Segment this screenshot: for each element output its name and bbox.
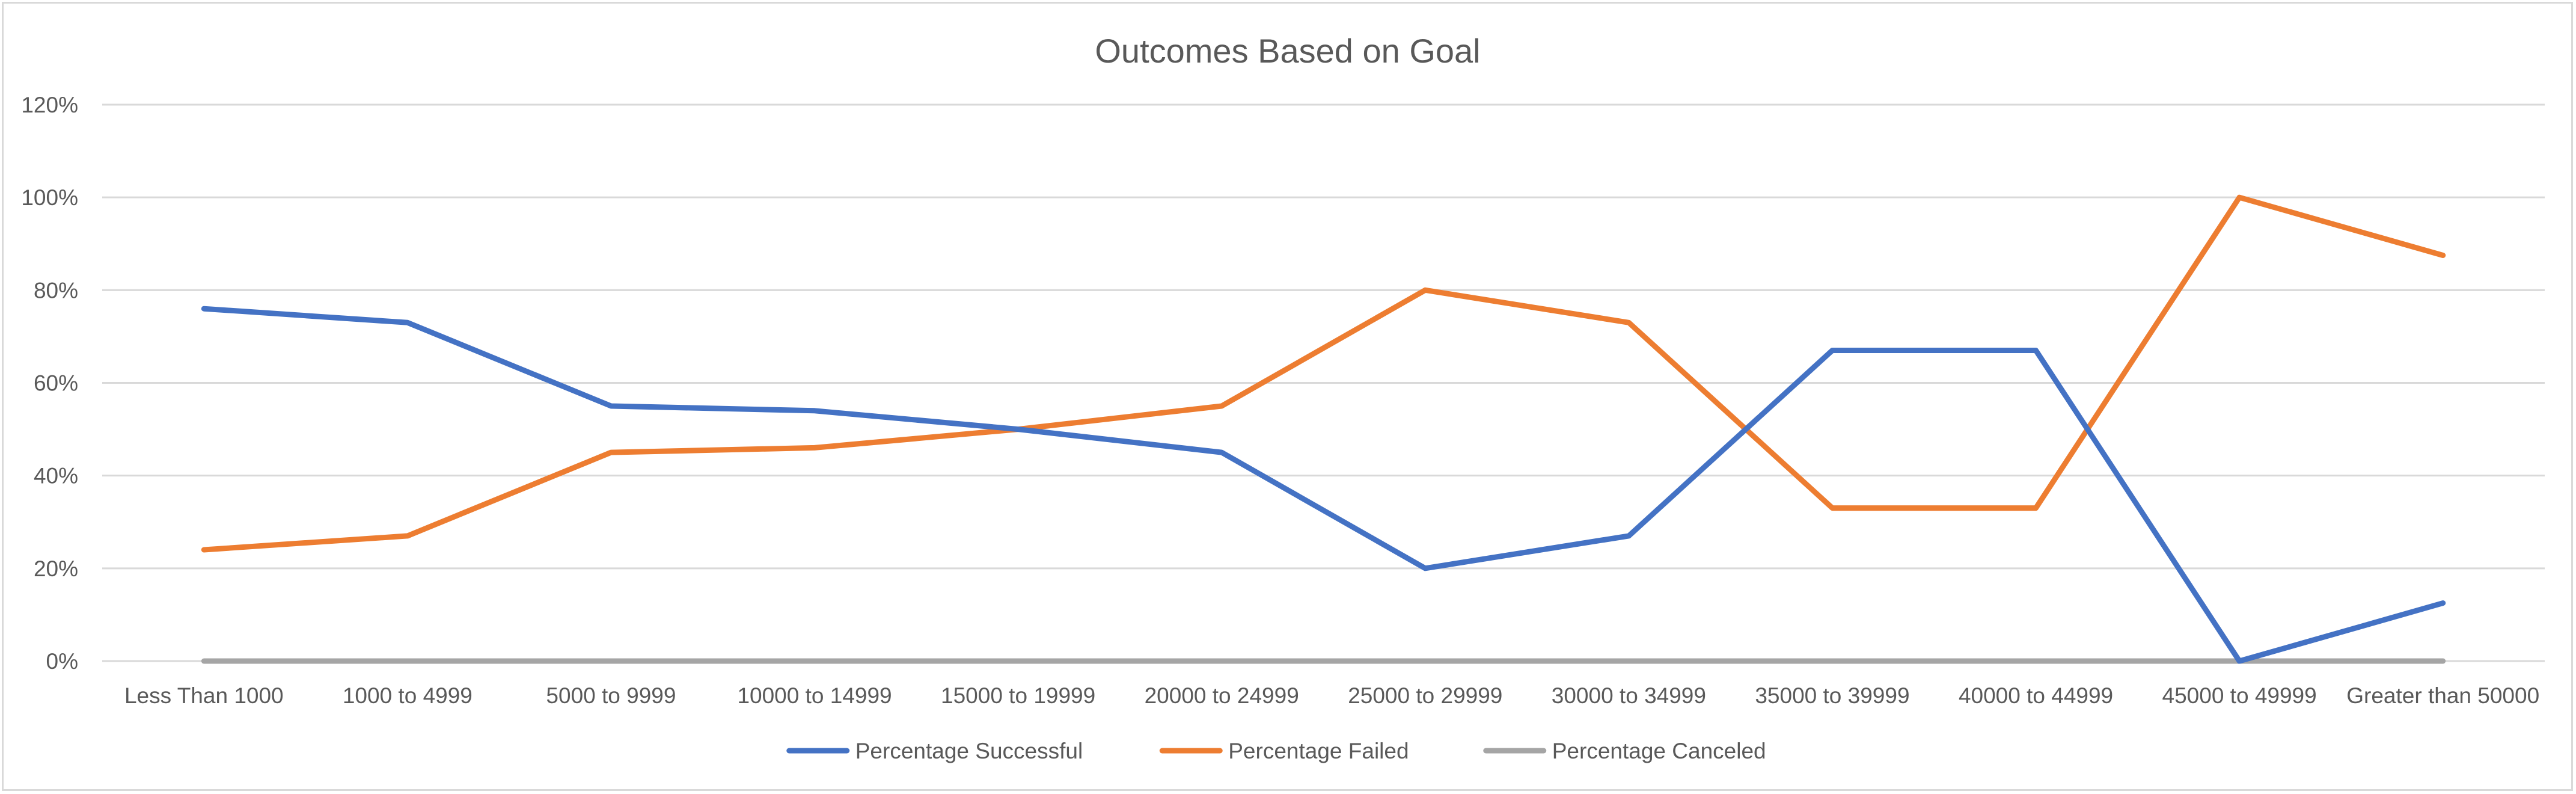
y-tick-label: 80% <box>34 278 78 303</box>
x-tick-label: 5000 to 9999 <box>546 683 676 708</box>
y-tick-label: 40% <box>34 464 78 488</box>
x-tick-label: 25000 to 29999 <box>1348 683 1502 708</box>
x-tick-label: Greater than 50000 <box>2346 683 2539 708</box>
legend-item: Percentage Successful <box>786 739 1083 763</box>
x-tick-label: 40000 to 44999 <box>1959 683 2113 708</box>
x-tick-label: 15000 to 19999 <box>941 683 1095 708</box>
x-tick-label: Less Than 1000 <box>124 683 284 708</box>
y-axis-tick-labels: 0% 20% 40% 60% 80% 100% 120% <box>21 93 78 674</box>
legend-label: Percentage Failed <box>1228 739 1409 763</box>
series-lines <box>201 194 2446 664</box>
x-tick-label: 30000 to 34999 <box>1552 683 1706 708</box>
x-tick-label: 20000 to 24999 <box>1145 683 1299 708</box>
legend-label: Percentage Canceled <box>1552 739 1766 763</box>
legend-item: Percentage Failed <box>1159 739 1409 763</box>
legend-label: Percentage Successful <box>855 739 1083 763</box>
series-line-percentage-successful <box>201 306 2446 664</box>
line-chart: Outcomes Based on Goal 0% 20% 40% 60% 80% 100… <box>21 32 2545 763</box>
legend: Percentage Successful Percentage Failed Pe… <box>786 739 1766 763</box>
legend-item: Percentage Canceled <box>1483 739 1766 763</box>
x-tick-label: 45000 to 49999 <box>2162 683 2317 708</box>
x-tick-label: 1000 to 4999 <box>343 683 473 708</box>
y-tick-label: 120% <box>21 93 78 117</box>
y-tick-label: 20% <box>34 556 78 581</box>
y-tick-label: 60% <box>34 371 78 396</box>
gridlines <box>102 103 2545 662</box>
x-tick-label: 35000 to 39999 <box>1755 683 1909 708</box>
x-axis-tick-labels: Less Than 1000 1000 to 4999 5000 to 9999 10… <box>124 683 2539 708</box>
series-line-percentage-failed <box>201 194 2446 553</box>
x-tick-label: 10000 to 14999 <box>737 683 892 708</box>
y-tick-label: 100% <box>21 185 78 210</box>
y-tick-label: 0% <box>46 649 78 674</box>
chart-title: Outcomes Based on Goal <box>1095 32 1480 70</box>
